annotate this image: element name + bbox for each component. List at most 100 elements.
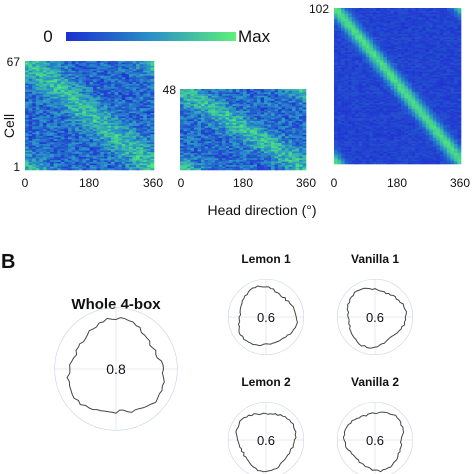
heatmap-cell bbox=[274, 143, 279, 145]
heatmap-cell bbox=[264, 114, 268, 117]
heatmap-cell bbox=[50, 74, 54, 76]
heatmap-cell bbox=[132, 61, 137, 63]
heatmap-cell bbox=[239, 153, 244, 156]
heatmap-cell bbox=[35, 100, 40, 102]
heatmap-cell bbox=[136, 90, 140, 93]
heatmap-cell bbox=[136, 132, 140, 135]
heatmap-cell bbox=[344, 8, 349, 10]
heatmap-cell bbox=[253, 100, 258, 103]
heatmap-cell bbox=[139, 100, 144, 102]
heatmap-cell bbox=[281, 166, 286, 169]
heatmap-cell bbox=[64, 67, 69, 70]
heatmap-cell bbox=[89, 140, 94, 143]
heatmap-cell bbox=[362, 17, 367, 20]
heatmap-cell bbox=[68, 77, 72, 80]
heatmap-cell bbox=[42, 93, 47, 96]
heatmap-cell bbox=[211, 132, 216, 135]
heatmap-cell bbox=[183, 100, 188, 103]
heatmap-cell bbox=[271, 109, 275, 112]
heatmap-cell bbox=[295, 104, 300, 107]
heatmap-cell bbox=[42, 155, 47, 158]
heatmap-cell bbox=[229, 132, 233, 135]
heatmap-cell bbox=[229, 107, 233, 110]
heatmap-cell bbox=[411, 8, 416, 10]
heatmap-cell bbox=[114, 85, 119, 88]
heatmap-cell bbox=[201, 116, 205, 118]
heatmap-cell bbox=[432, 17, 437, 20]
heatmap-cell bbox=[75, 77, 80, 80]
heatmap-cell bbox=[125, 91, 130, 94]
heatmap-cell bbox=[68, 132, 72, 135]
heatmap-cell bbox=[46, 77, 51, 80]
heatmap-cell bbox=[125, 134, 130, 137]
heatmap-cell bbox=[132, 142, 137, 145]
heatmap-cell bbox=[42, 83, 47, 86]
heatmap-cell bbox=[299, 90, 303, 93]
heatmap-cell bbox=[128, 109, 133, 112]
heatmap-cell bbox=[260, 99, 265, 102]
heatmap-cell bbox=[271, 110, 275, 113]
heatmap-cell bbox=[225, 166, 230, 169]
heatmap-cell bbox=[225, 110, 230, 113]
heatmap-cell bbox=[187, 129, 191, 132]
heatmap-cell bbox=[218, 164, 223, 167]
heatmap-cell bbox=[250, 136, 254, 139]
heatmap-cell bbox=[71, 87, 76, 89]
heatmap-cell bbox=[25, 67, 29, 70]
heatmap-cell bbox=[100, 70, 105, 73]
heatmap-cell bbox=[239, 99, 244, 102]
heatmap-cell bbox=[143, 137, 148, 140]
heatmap-cell bbox=[114, 96, 119, 99]
heatmap-cell bbox=[46, 104, 51, 107]
heatmap-cell bbox=[82, 127, 87, 130]
heatmap-cell bbox=[82, 161, 87, 164]
heatmap-cell bbox=[111, 119, 115, 122]
heatmap-cell bbox=[111, 153, 115, 156]
heatmap-cell bbox=[243, 114, 247, 117]
heatmap-cell bbox=[103, 134, 108, 137]
heatmap-cell bbox=[355, 34, 359, 36]
heatmap-cell bbox=[274, 89, 279, 91]
heatmap-cell bbox=[429, 23, 434, 26]
heatmap-cell bbox=[197, 143, 202, 145]
heatmap-cell bbox=[365, 41, 370, 44]
heatmap-cell bbox=[53, 95, 58, 98]
heatmap-cell bbox=[211, 90, 216, 93]
heatmap-cell bbox=[32, 62, 37, 65]
heatmap-cell bbox=[267, 139, 272, 142]
heatmap-cell bbox=[89, 98, 94, 101]
heatmap-cell bbox=[60, 116, 65, 119]
heatmap-cell bbox=[128, 145, 133, 148]
heatmap-cell bbox=[190, 94, 195, 97]
heatmap-cell bbox=[404, 38, 409, 41]
heatmap-cell bbox=[250, 116, 254, 118]
heatmap-cell bbox=[218, 159, 223, 162]
heatmap-cell bbox=[75, 116, 80, 119]
heatmap-cell bbox=[194, 163, 198, 166]
heatmap-cell bbox=[299, 110, 303, 113]
heatmap-cell bbox=[78, 72, 83, 75]
heatmap-cell bbox=[194, 146, 198, 149]
heatmap-cell bbox=[128, 78, 133, 81]
heatmap-cell bbox=[100, 160, 105, 163]
heatmap-cell bbox=[183, 129, 188, 132]
heatmap-cell bbox=[355, 21, 359, 24]
heatmap-cell bbox=[243, 161, 247, 164]
heatmap-cell bbox=[376, 30, 381, 33]
heatmap-cell bbox=[85, 122, 90, 125]
heatmap-cell bbox=[146, 139, 151, 142]
heatmap-cell bbox=[25, 150, 29, 153]
heatmap-cell bbox=[93, 147, 97, 150]
heatmap-cell bbox=[355, 32, 359, 35]
heatmap-cell bbox=[348, 32, 352, 35]
heatmap-cell bbox=[103, 168, 108, 171]
heatmap-cell bbox=[71, 90, 76, 93]
heatmap-cell bbox=[75, 158, 80, 161]
heatmap-cell bbox=[125, 140, 130, 143]
heatmap-cell bbox=[68, 148, 72, 151]
heatmap-cell bbox=[208, 102, 212, 105]
heatmap-cell bbox=[358, 20, 363, 23]
heatmap-cell bbox=[239, 146, 244, 149]
heatmap-cell bbox=[96, 152, 101, 155]
heatmap-cell bbox=[243, 146, 247, 149]
